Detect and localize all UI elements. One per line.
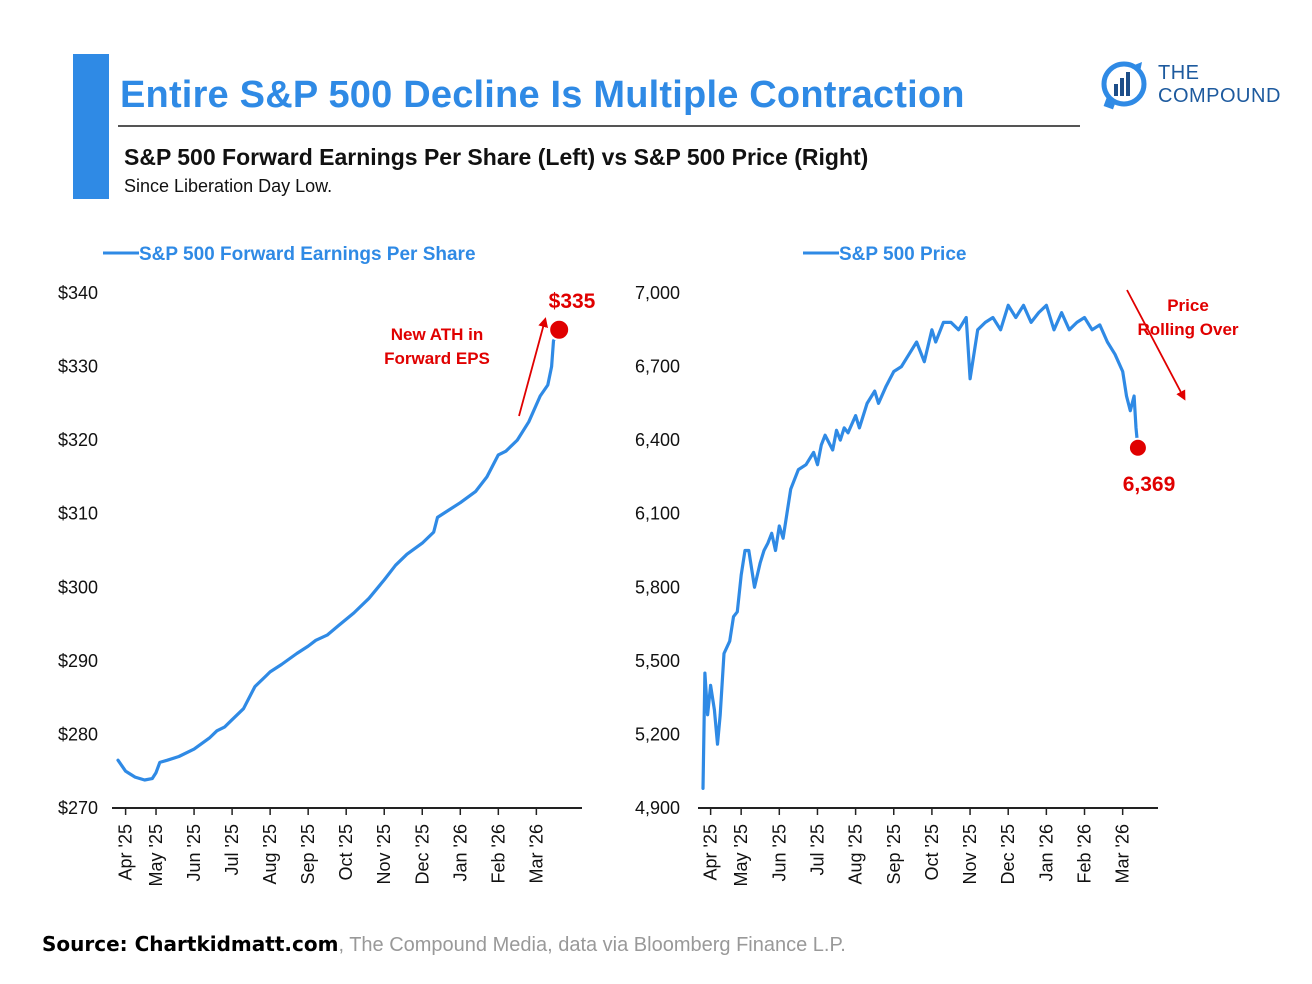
- y-tick-label: 4,900: [635, 798, 680, 818]
- x-tick-label: Jul '25: [222, 824, 242, 875]
- legend-label: S&P 500 Price: [839, 244, 966, 265]
- y-tick-label: 6,400: [635, 430, 680, 450]
- source-rest: , The Compound Media, data via Bloomberg…: [338, 934, 846, 956]
- x-tick-label: Sep '25: [298, 824, 318, 885]
- x-tick-label: Jan '26: [1036, 824, 1056, 881]
- y-tick-label: $290: [58, 651, 98, 671]
- x-tick-label: Dec '25: [412, 824, 432, 884]
- annotation-line: Rolling Over: [1137, 320, 1238, 339]
- annotation-line: Price: [1167, 296, 1209, 315]
- annotation-text: New ATH in Forward EPS: [384, 325, 490, 368]
- x-tick-label: May '25: [731, 824, 751, 886]
- annotation-line: Forward EPS: [384, 349, 490, 368]
- logo-wordmark: THE COMPOUND: [1158, 62, 1281, 108]
- y-tick-label: $300: [58, 577, 98, 597]
- x-tick-label: Oct '25: [336, 824, 356, 880]
- y-tick-label: 6,100: [635, 504, 680, 524]
- annotation-text: Price Rolling Over: [1137, 296, 1238, 339]
- endpoint-label: 6,369: [1123, 473, 1176, 496]
- y-tick-label: 5,200: [635, 724, 680, 744]
- x-tick-label: Feb '26: [1075, 824, 1095, 883]
- annotation-arrow: [1126, 289, 1186, 401]
- y-tick-label: $320: [58, 430, 98, 450]
- y-tick-label: $330: [58, 357, 98, 377]
- chart-panel-eps: S&P 500 Forward Earnings Per Share $340 $3…: [58, 244, 596, 886]
- logo-line-2: COMPOUND: [1158, 85, 1281, 107]
- y-tick-label: 6,700: [635, 357, 680, 377]
- x-tick-label: Nov '25: [960, 824, 980, 884]
- chart-note: Since Liberation Day Low.: [124, 176, 333, 196]
- logo-line-1: THE: [1158, 62, 1200, 84]
- y-tick-label: 5,500: [635, 651, 680, 671]
- chart-panel-price: S&P 500 Price 7,000 6,700 6,400 6,100 5,800 5,…: [635, 244, 1239, 886]
- endpoint-label: $335: [549, 290, 596, 313]
- y-tick-label: 5,800: [635, 577, 680, 597]
- series-line: [116, 328, 561, 782]
- the-compound-logo: THE COMPOUND: [1098, 56, 1298, 116]
- endpoint-marker: [548, 318, 571, 341]
- legend-label: S&P 500 Forward Earnings Per Share: [139, 244, 476, 265]
- x-tick-label: Mar '26: [1113, 824, 1133, 883]
- title-accent-bar: [73, 54, 109, 199]
- x-tick-label: Jan '26: [450, 824, 470, 881]
- page-title: Entire S&P 500 Decline Is Multiple Contr…: [120, 74, 965, 116]
- x-tick-label: Jun '25: [184, 824, 204, 881]
- title-divider: [118, 125, 1080, 127]
- x-tick-label: Dec '25: [998, 824, 1018, 884]
- x-tick-label: Apr '25: [116, 824, 136, 880]
- y-tick-label: 7,000: [635, 283, 680, 303]
- logo-icon: [1101, 61, 1147, 110]
- y-tick-label: $310: [58, 504, 98, 524]
- x-tick-label: Aug '25: [846, 824, 866, 885]
- annotation-line: New ATH in: [391, 325, 484, 344]
- x-tick-label: Jul '25: [807, 824, 827, 875]
- source-credit: Source: Chartkidmatt.com, The Compound M…: [42, 932, 846, 957]
- x-tick-label: Oct '25: [922, 824, 942, 880]
- x-tick-label: Mar '26: [526, 824, 546, 883]
- source-strong: Source: Chartkidmatt.com: [42, 932, 339, 956]
- x-tick-label: Sep '25: [884, 824, 904, 885]
- y-tick-label: $340: [58, 283, 98, 303]
- x-tick-label: Apr '25: [701, 824, 721, 880]
- y-tick-label: $270: [58, 798, 98, 818]
- endpoint-marker: [1127, 437, 1148, 458]
- x-tick-label: Aug '25: [260, 824, 280, 885]
- chart-subtitle: S&P 500 Forward Earnings Per Share (Left…: [124, 144, 869, 170]
- x-tick-label: Nov '25: [374, 824, 394, 884]
- y-tick-label: $280: [58, 724, 98, 744]
- annotation-arrow: [518, 317, 548, 417]
- x-tick-label: Feb '26: [488, 824, 508, 883]
- series-line: [701, 303, 1140, 791]
- x-tick-label: Jun '25: [769, 824, 789, 881]
- x-tick-label: May '25: [146, 824, 166, 886]
